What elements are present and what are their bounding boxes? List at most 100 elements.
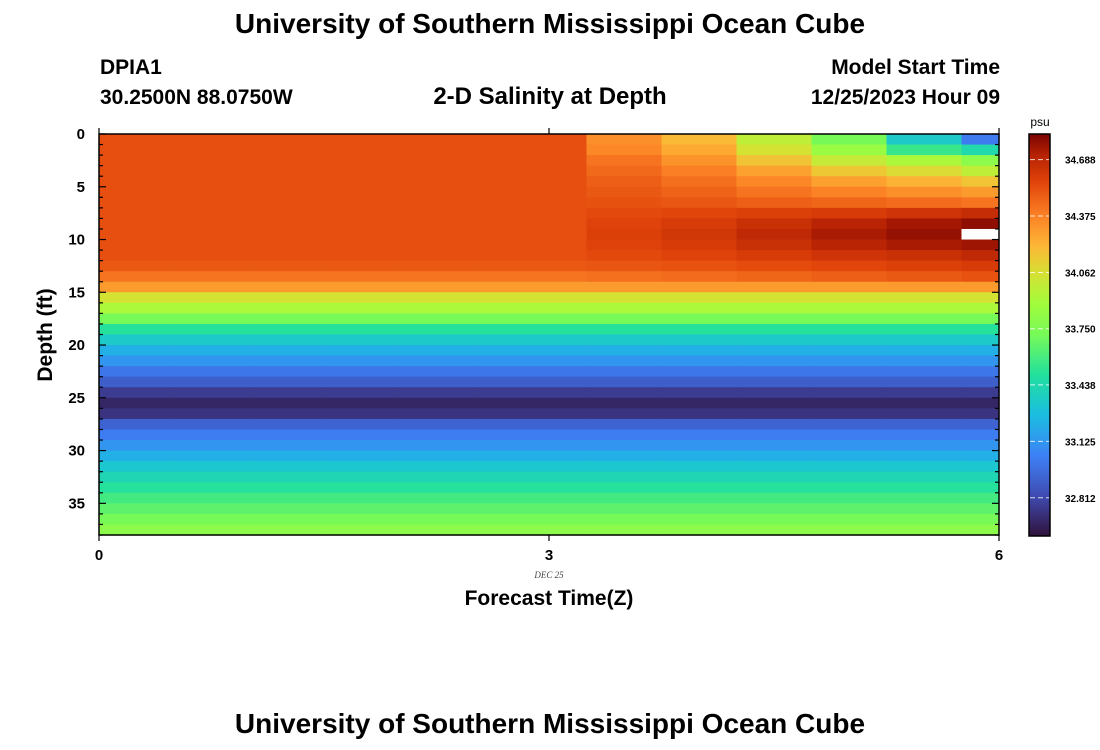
heatmap-cell (249, 281, 325, 293)
heatmap-cell (174, 239, 250, 251)
heatmap-cell (474, 334, 588, 346)
heatmap-cell (886, 366, 963, 378)
heatmap-cell (174, 197, 250, 209)
heatmap-cell (474, 239, 588, 251)
heatmap-cell (661, 176, 738, 188)
heatmap-cell (324, 155, 400, 167)
heatmap-cell (661, 418, 738, 431)
heatmap-cell (249, 492, 325, 504)
heatmap-cell (661, 387, 738, 399)
date-label: DEC 25 (533, 570, 564, 580)
station-id: DPIA1 (100, 56, 162, 79)
heatmap-cell (99, 197, 175, 209)
heatmap-cell (961, 228, 1000, 241)
heatmap-cell (961, 313, 1000, 325)
heatmap-cell (661, 513, 738, 526)
heatmap-cell (586, 176, 663, 188)
heatmap-cell (736, 218, 813, 230)
heatmap-cell (811, 429, 888, 441)
heatmap-cell (961, 418, 1000, 431)
heatmap-cell (811, 260, 888, 272)
heatmap-cell (249, 334, 325, 346)
heatmap-cell (661, 134, 738, 146)
heatmap-cell (399, 313, 475, 325)
heatmap-cell (99, 492, 175, 504)
heatmap-cell (399, 323, 475, 336)
heatmap-cell (399, 355, 475, 367)
heatmap-cell (961, 134, 1000, 146)
heatmap-cell (174, 387, 250, 399)
heatmap-cell (99, 345, 175, 357)
heatmap-cell (736, 323, 813, 336)
y-tick-label: 5 (77, 179, 85, 196)
heatmap-cell (249, 397, 325, 409)
heatmap-cell (399, 482, 475, 494)
heatmap-cell (886, 492, 963, 504)
heatmap-cell (399, 197, 475, 209)
heatmap-cell (474, 302, 588, 314)
heatmap-cell (324, 429, 400, 441)
heatmap-cell (736, 134, 813, 146)
heatmap-cell (324, 323, 400, 336)
heatmap-cell (99, 134, 175, 146)
heatmap-cell (324, 376, 400, 388)
heatmap-cell (661, 218, 738, 230)
heatmap-cell (961, 260, 1000, 272)
heatmap-cell (811, 186, 888, 198)
heatmap-cell (586, 387, 663, 399)
heatmap-cell (249, 418, 325, 431)
heatmap-cell (961, 218, 1000, 230)
heatmap-cell (174, 345, 250, 357)
heatmap-cell (736, 271, 813, 283)
heatmap-cell (249, 524, 325, 536)
heatmap-cell (474, 408, 588, 420)
heatmap-cell (961, 440, 1000, 452)
heatmap-cell (249, 207, 325, 220)
heatmap-cell (324, 334, 400, 346)
heatmap-cell (249, 239, 325, 251)
colorbar-tick-label: 32.812 (1065, 494, 1096, 505)
heatmap-cell (811, 281, 888, 293)
heatmap-cell (399, 492, 475, 504)
heatmap-cell (586, 302, 663, 314)
heatmap-cell (661, 355, 738, 367)
heatmap-cell (886, 440, 963, 452)
heatmap-cell (736, 461, 813, 473)
heatmap-cell (174, 513, 250, 526)
y-tick-label: 35 (68, 495, 85, 512)
heatmap-cell (811, 418, 888, 431)
colorbar-tick-label: 34.375 (1065, 212, 1096, 223)
colorbar (1028, 133, 1051, 537)
heatmap-cell (474, 418, 588, 431)
heatmap-cell (474, 513, 588, 526)
heatmap-cell (399, 155, 475, 167)
heatmap-cell (661, 524, 738, 536)
heatmap-cell (399, 513, 475, 526)
heatmap-cell (249, 165, 325, 177)
heatmap-cell (736, 366, 813, 378)
heatmap-cell (811, 366, 888, 378)
colorbar-ticks: 34.688 34.375 34.062 33.750 33.438 33.125 32.8… (1030, 156, 1096, 505)
heatmap-cell (399, 450, 475, 462)
heatmap-cell (324, 345, 400, 357)
heatmap-cell (961, 250, 1000, 262)
colorbar-tick-label: 34.062 (1065, 268, 1096, 279)
heatmap-cell (811, 355, 888, 367)
colorbar-tick-label: 33.750 (1065, 325, 1096, 336)
heatmap-cell (661, 471, 738, 483)
heatmap-cell (399, 376, 475, 388)
heatmap-cell (961, 323, 1000, 336)
heatmap-cell (661, 323, 738, 336)
heatmap-cell (474, 450, 588, 462)
heatmap-cell (661, 482, 738, 494)
heatmap-cell (174, 155, 250, 167)
heatmap-cell (324, 503, 400, 515)
heatmap-cell (99, 408, 175, 420)
heatmap-cell (886, 345, 963, 357)
heatmap-cell (174, 260, 250, 272)
heatmap-cell (324, 302, 400, 314)
heatmap-cell (174, 482, 250, 494)
heatmap-cell (324, 176, 400, 188)
plot-title: 2-D Salinity at Depth (433, 83, 667, 110)
heatmap-cell (174, 302, 250, 314)
